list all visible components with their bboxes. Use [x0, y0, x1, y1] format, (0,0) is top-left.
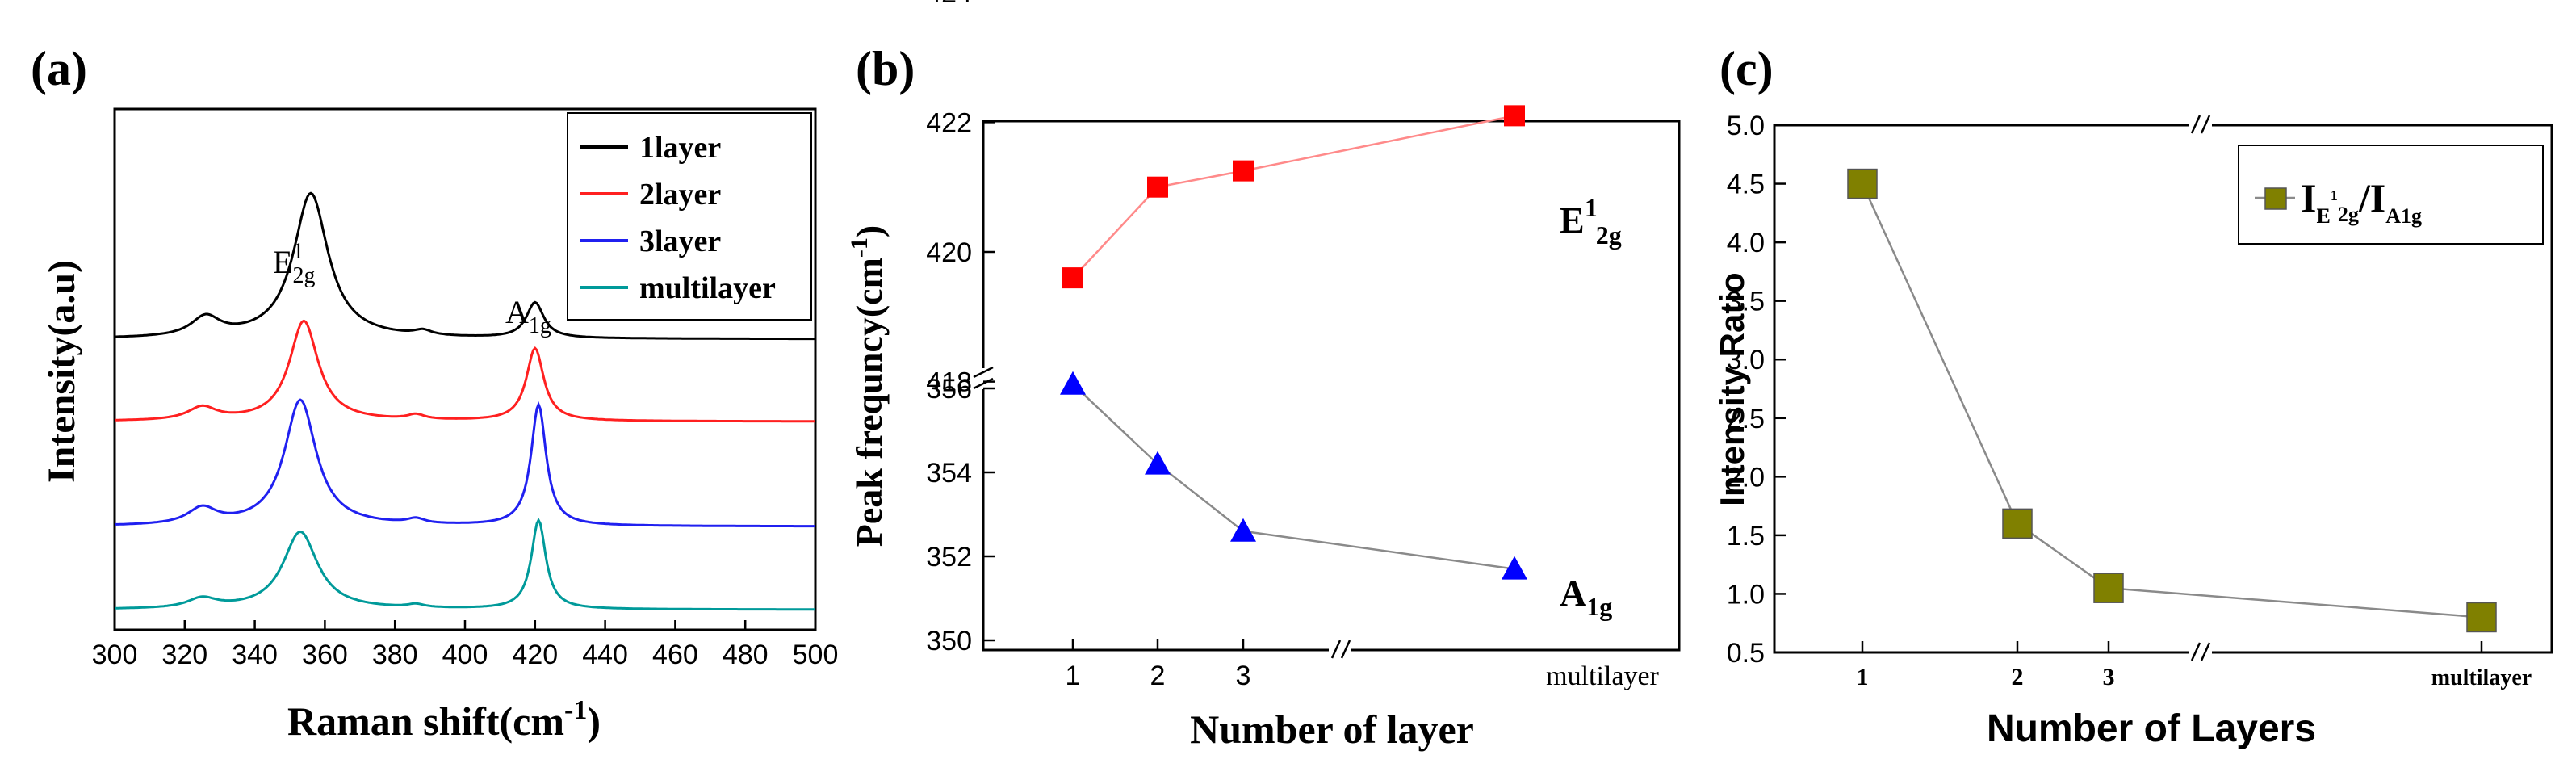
x-tick-label: 3	[1236, 661, 1251, 691]
y-tick-label: 424	[926, 0, 972, 9]
x-tick-label: 460	[652, 640, 698, 670]
x-tick-label: 360	[302, 640, 348, 670]
x-tick-label: multilayer	[1546, 661, 1659, 691]
panel-b-ylabel: Peak frequncy(cm-1)	[846, 225, 890, 547]
spectrum-2layer	[114, 319, 815, 423]
panel-a-x-ticks: 300 320 340 360 380 400 420 440 460 480 500	[92, 620, 839, 670]
panel-c-legend: IE12g/IA1g	[2238, 145, 2544, 245]
legend-intensity-ratio: IE12g/IA1g	[2301, 175, 2422, 228]
a1g-point	[1230, 518, 1256, 542]
e2g-line	[1072, 115, 1515, 279]
a1g-point	[1060, 371, 1086, 395]
x-tick-label: 420	[512, 640, 558, 670]
panel-b-x-ticks: 1 2 3 multilayer	[1066, 639, 1660, 691]
e2g-point	[1233, 160, 1254, 182]
y-tick-label: 5.0	[1727, 111, 1765, 141]
legend-label-multilayer: multilayer	[639, 271, 776, 305]
spectrum-1layer	[114, 191, 815, 341]
panel-c-label: (c)	[1719, 42, 1774, 95]
e2g-point	[1062, 267, 1083, 289]
ratio-point	[2002, 508, 2033, 539]
ratio-point	[2093, 573, 2124, 603]
spectrum-multilayer	[114, 517, 815, 611]
x-tick-label: 1	[1066, 661, 1081, 691]
x-tick-label: 2	[2012, 664, 2024, 690]
panel-c-y-ticks: 0.5 1.0 1.5 2.0 2.5 3.0 3.5 4.0 4.5 5.0	[1727, 111, 1786, 669]
panel-b-series	[1060, 105, 1527, 580]
panel-c-x-break-top	[2189, 115, 2212, 136]
x-tick-label: 340	[232, 640, 278, 670]
panel-c-frame	[1773, 124, 2553, 654]
y-tick-label: 4.0	[1727, 228, 1765, 258]
panel-b-label: (b)	[856, 42, 915, 95]
x-tick-label: 380	[372, 640, 418, 670]
panel-c-series	[1847, 168, 2497, 633]
panel-b-y-ticks: 418 420 422 424 350 352 354 356	[926, 0, 995, 656]
x-tick-label: 1	[1857, 664, 1869, 690]
y-tick-label: 350	[926, 626, 972, 656]
e2g-point	[1147, 176, 1168, 198]
y-tick-label: 420	[926, 237, 972, 268]
panel-a-raman-spectra: (a) 300 320 340 360 380 400 420 440 460 480 500 E1…	[31, 42, 838, 744]
legend-label-2layer: 2layer	[639, 178, 721, 212]
y-tick-label: 2.0	[1727, 462, 1765, 493]
y-tick-label: 418	[926, 367, 972, 398]
x-tick-label: 500	[793, 640, 839, 670]
y-tick-label: 422	[926, 107, 972, 138]
y-tick-label: 1.5	[1727, 521, 1765, 552]
ratio-point	[2466, 602, 2497, 633]
x-tick-label: 3	[2103, 664, 2115, 690]
legend-label-1layer: 1layer	[639, 131, 721, 165]
panel-b-xlabel: Number of layer	[1190, 707, 1474, 752]
y-tick-label: 2.5	[1727, 404, 1765, 434]
x-tick-label: 300	[92, 640, 138, 670]
x-tick-label: 320	[161, 640, 207, 670]
y-tick-label: 352	[926, 542, 972, 573]
panel-b-peak-frequency: (b) 418 420 422 424 350 352 354 356 1 2 3 multilay…	[846, 0, 1681, 752]
panel-c-ylabel: Intensity Ratio	[1713, 272, 1751, 505]
e2g-series-label: E1 2g	[1560, 193, 1622, 250]
panel-a-spectra	[114, 191, 815, 611]
panel-c-x-ticks: 1 2 3 multilayer	[1857, 641, 2532, 690]
a1g-point	[1502, 556, 1527, 580]
spectrum-3layer	[114, 398, 815, 528]
x-tick-label: 2	[1150, 661, 1166, 691]
ratio-point	[1847, 168, 1878, 199]
y-tick-label: 3.0	[1727, 345, 1765, 375]
y-tick-label: 4.5	[1727, 170, 1765, 200]
panel-a-label: (a)	[31, 42, 87, 95]
x-tick-label: 440	[582, 640, 628, 670]
a1g-line	[1072, 383, 1515, 570]
y-tick-label: 1.0	[1727, 579, 1765, 610]
panel-a-ylabel: Intensity(a.u)	[40, 260, 83, 483]
x-tick-label: 480	[723, 640, 769, 670]
a1g-annotation: A1g	[505, 294, 551, 338]
e2g-point	[1504, 105, 1525, 127]
a1g-series-label: A1g	[1560, 573, 1612, 621]
panel-a-xlabel: Raman shift(cm-1)	[287, 695, 601, 744]
y-tick-label: 354	[926, 458, 972, 489]
x-tick-label: multilayer	[2431, 665, 2532, 690]
panel-b-y-break	[973, 366, 994, 390]
y-tick-label: 3.5	[1727, 287, 1765, 317]
panel-c-x-break-bottom	[2189, 642, 2212, 663]
legend-label-3layer: 3layer	[639, 224, 721, 258]
a1g-point	[1145, 451, 1171, 475]
panel-c-intensity-ratio: (c) 0.5 1.0 1.5 2.0 2.5 3.0 3.5 4.0 4.5 5.0 1 2 3 mu…	[1713, 42, 2553, 750]
x-tick-label: 400	[442, 640, 488, 670]
ratio-line	[1861, 183, 2482, 619]
panel-a-legend: 1layer 2layer 3layer multilayer	[567, 112, 812, 321]
y-tick-label: 0.5	[1727, 638, 1765, 669]
y-tick-label: 356	[926, 374, 972, 405]
panel-b-x-break	[1329, 640, 1351, 661]
e2g-annotation: E1 2g	[273, 239, 315, 288]
panel-c-xlabel: Number of Layers	[1987, 707, 2316, 750]
